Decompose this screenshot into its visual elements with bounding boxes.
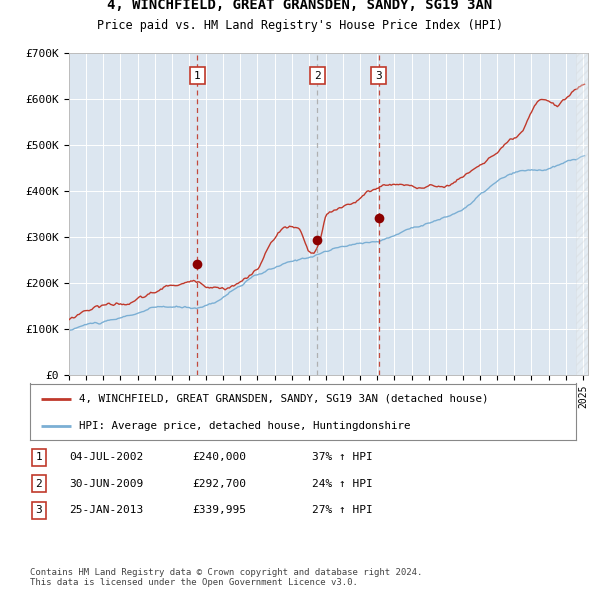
Text: 2: 2 <box>35 479 43 489</box>
Text: 3: 3 <box>376 71 382 81</box>
Bar <box>576 53 588 375</box>
Text: 25-JAN-2013: 25-JAN-2013 <box>69 506 143 515</box>
Text: 04-JUL-2002: 04-JUL-2002 <box>69 453 143 462</box>
Text: £240,000: £240,000 <box>192 453 246 462</box>
Text: £292,700: £292,700 <box>192 479 246 489</box>
Text: 37% ↑ HPI: 37% ↑ HPI <box>312 453 373 462</box>
Text: HPI: Average price, detached house, Huntingdonshire: HPI: Average price, detached house, Hunt… <box>79 421 410 431</box>
Text: 3: 3 <box>35 506 43 515</box>
Text: 27% ↑ HPI: 27% ↑ HPI <box>312 506 373 515</box>
Text: 24% ↑ HPI: 24% ↑ HPI <box>312 479 373 489</box>
Text: 4, WINCHFIELD, GREAT GRANSDEN, SANDY, SG19 3AN: 4, WINCHFIELD, GREAT GRANSDEN, SANDY, SG… <box>107 0 493 12</box>
Text: 4, WINCHFIELD, GREAT GRANSDEN, SANDY, SG19 3AN (detached house): 4, WINCHFIELD, GREAT GRANSDEN, SANDY, SG… <box>79 394 488 404</box>
Text: 1: 1 <box>194 71 201 81</box>
Text: £339,995: £339,995 <box>192 506 246 515</box>
Text: 30-JUN-2009: 30-JUN-2009 <box>69 479 143 489</box>
Text: 1: 1 <box>35 453 43 462</box>
Text: 2: 2 <box>314 71 321 81</box>
Text: Price paid vs. HM Land Registry's House Price Index (HPI): Price paid vs. HM Land Registry's House … <box>97 19 503 32</box>
Text: Contains HM Land Registry data © Crown copyright and database right 2024.
This d: Contains HM Land Registry data © Crown c… <box>30 568 422 587</box>
